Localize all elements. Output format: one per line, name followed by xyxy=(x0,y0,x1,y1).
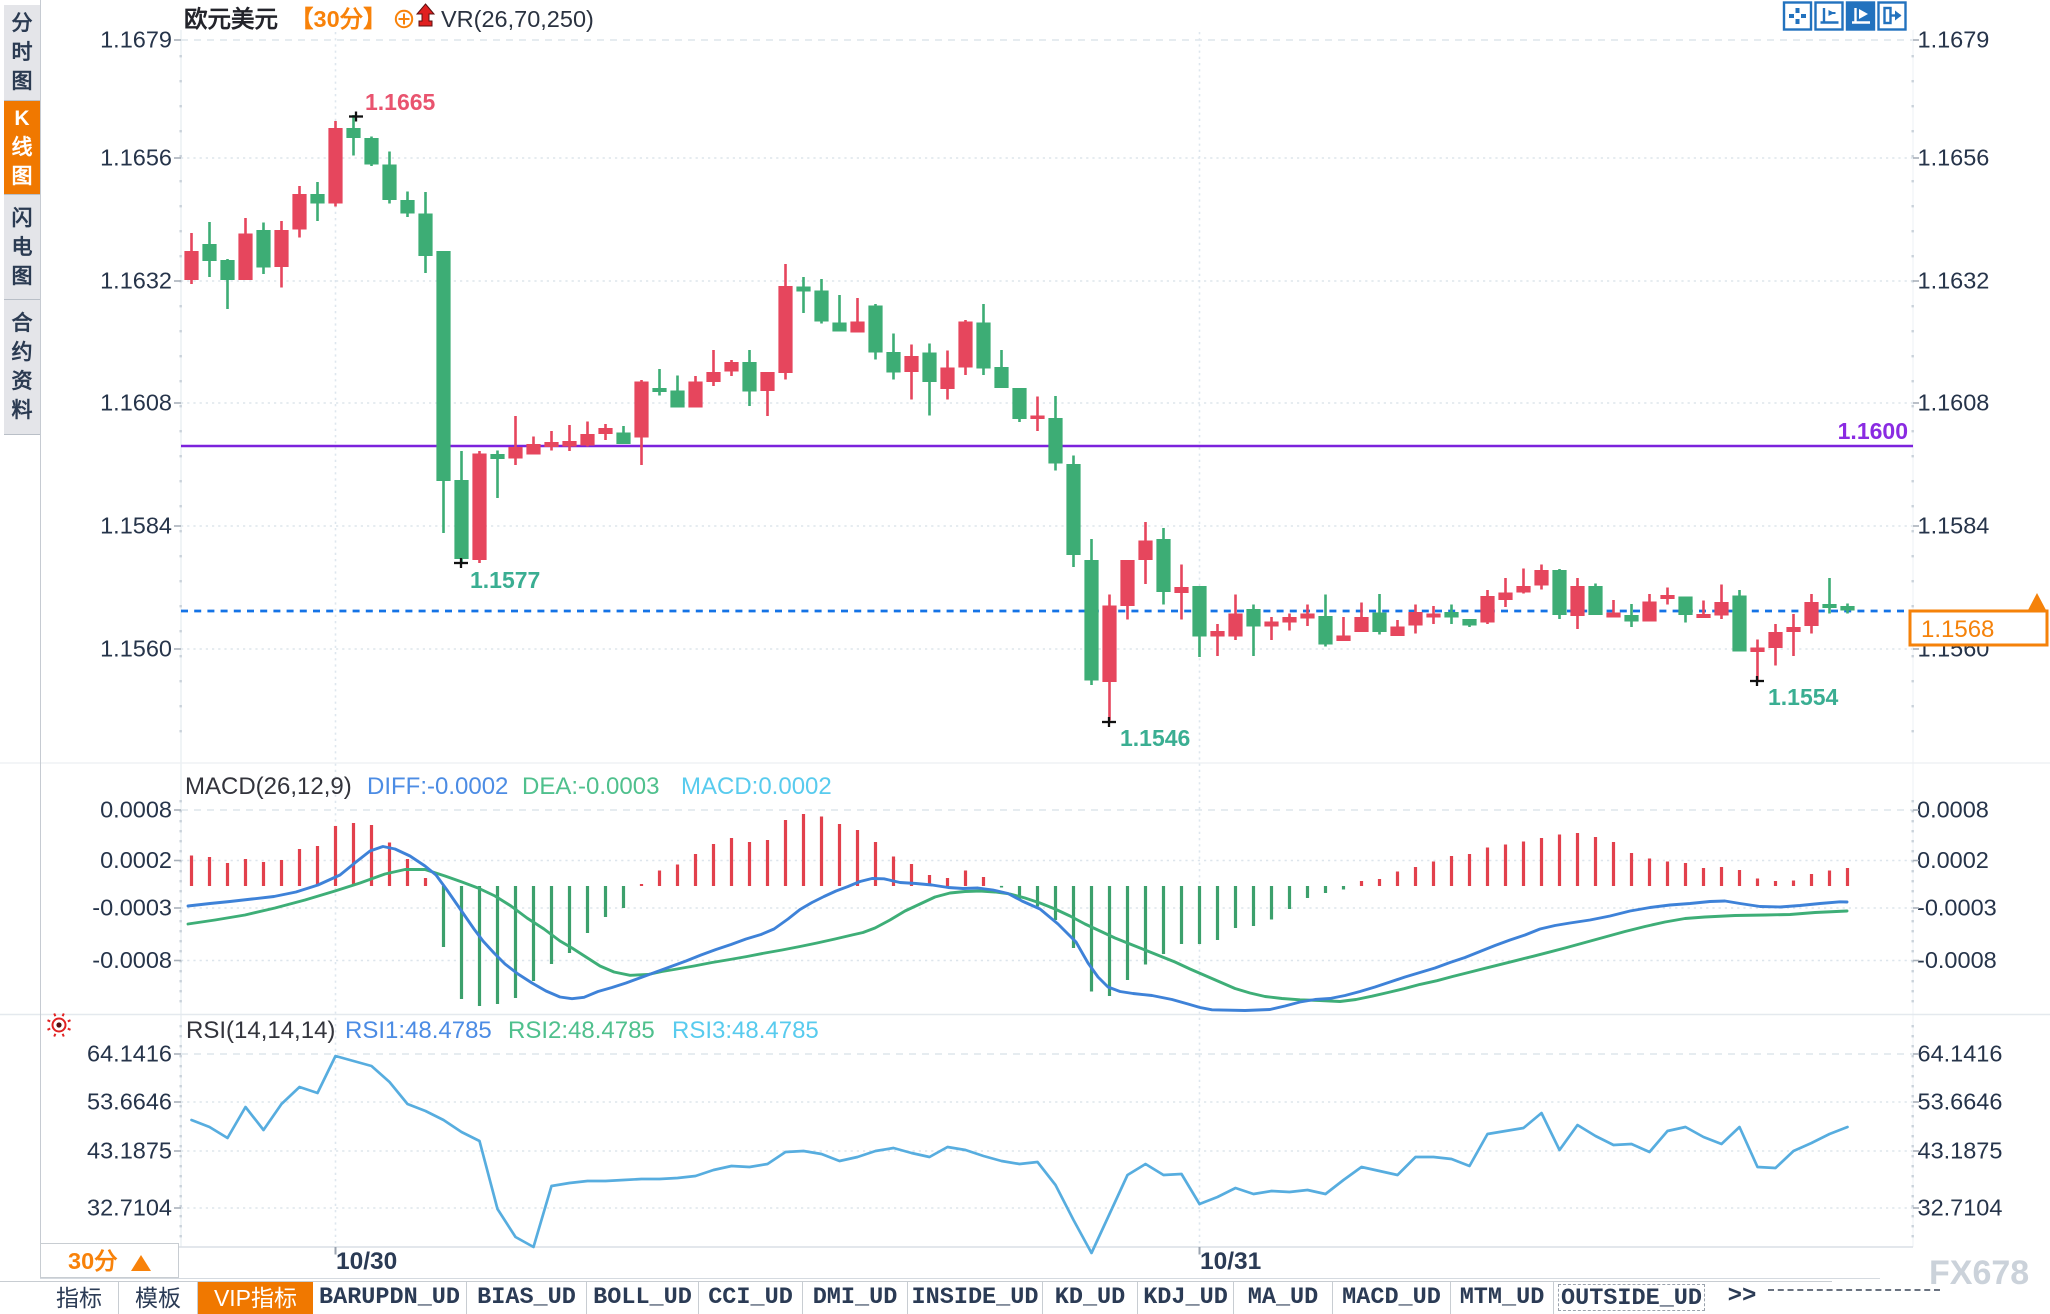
svg-text:FX678: FX678 xyxy=(1929,1254,2029,1292)
svg-text:MACD:0.0002: MACD:0.0002 xyxy=(681,773,832,800)
svg-text:43.1875: 43.1875 xyxy=(1918,1138,2003,1164)
svg-text:1.1546: 1.1546 xyxy=(1120,725,1190,751)
svg-text:0.0002: 0.0002 xyxy=(100,847,172,873)
svg-text:1.1656: 1.1656 xyxy=(1918,145,1990,171)
svg-text:RSI2:48.4785: RSI2:48.4785 xyxy=(508,1017,655,1044)
svg-text:64.1416: 64.1416 xyxy=(1918,1041,2003,1067)
svg-text:【30分】: 【30分】 xyxy=(290,6,387,32)
svg-text:RSI(14,14,14): RSI(14,14,14) xyxy=(186,1017,335,1044)
svg-text:1.1679: 1.1679 xyxy=(1918,27,1990,53)
svg-text:1.1608: 1.1608 xyxy=(1918,390,1990,416)
svg-text:RSI3:48.4785: RSI3:48.4785 xyxy=(672,1017,819,1044)
svg-text:10/31: 10/31 xyxy=(1200,1248,1261,1275)
svg-text:1.1600: 1.1600 xyxy=(1838,418,1908,444)
svg-text:1.1656: 1.1656 xyxy=(100,145,172,171)
svg-text:欧元美元: 欧元美元 xyxy=(184,5,278,32)
svg-text:0.0008: 0.0008 xyxy=(1917,797,1989,823)
svg-text:64.1416: 64.1416 xyxy=(87,1041,172,1067)
svg-text:DIFF:-0.0002: DIFF:-0.0002 xyxy=(367,773,508,800)
svg-text:1.1577: 1.1577 xyxy=(470,567,540,593)
svg-text:53.6646: 53.6646 xyxy=(87,1089,172,1115)
svg-text:1.1568: 1.1568 xyxy=(1921,616,1994,643)
svg-text:32.7104: 32.7104 xyxy=(87,1195,172,1221)
svg-text:1.1584: 1.1584 xyxy=(1918,513,1990,539)
svg-text:-0.0008: -0.0008 xyxy=(1917,947,1997,973)
svg-text:1.1554: 1.1554 xyxy=(1768,684,1839,710)
svg-text:-0.0003: -0.0003 xyxy=(1917,895,1997,921)
svg-text:1.1632: 1.1632 xyxy=(1918,268,1990,294)
svg-text:VR(26,70,250): VR(26,70,250) xyxy=(441,6,594,32)
svg-text:1.1608: 1.1608 xyxy=(100,390,172,416)
svg-text:MACD(26,12,9): MACD(26,12,9) xyxy=(185,773,352,800)
svg-text:1.1665: 1.1665 xyxy=(365,89,436,115)
svg-text:RSI1:48.4785: RSI1:48.4785 xyxy=(345,1017,492,1044)
svg-text:-0.0003: -0.0003 xyxy=(92,895,172,921)
svg-text:43.1875: 43.1875 xyxy=(87,1138,172,1164)
svg-text:-0.0008: -0.0008 xyxy=(92,947,172,973)
svg-text:0.0008: 0.0008 xyxy=(100,797,172,823)
svg-text:1.1560: 1.1560 xyxy=(100,636,172,662)
svg-text:1.1679: 1.1679 xyxy=(100,27,172,53)
svg-text:1.1584: 1.1584 xyxy=(100,513,172,539)
svg-text:32.7104: 32.7104 xyxy=(1918,1195,2003,1221)
svg-text:53.6646: 53.6646 xyxy=(1918,1089,2003,1115)
svg-text:DEA:-0.0003: DEA:-0.0003 xyxy=(522,773,659,800)
svg-text:0.0002: 0.0002 xyxy=(1917,847,1989,873)
svg-text:1.1632: 1.1632 xyxy=(100,268,172,294)
svg-text:10/30: 10/30 xyxy=(336,1248,397,1275)
